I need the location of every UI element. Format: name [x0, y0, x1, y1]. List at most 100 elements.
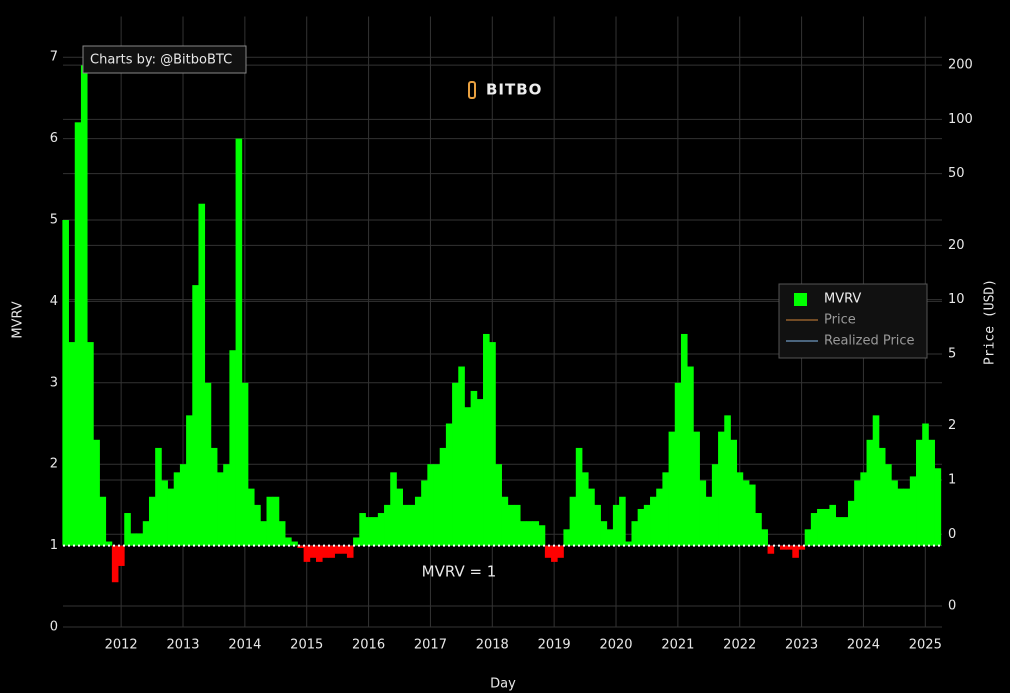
bar [798, 545, 806, 550]
bar [513, 504, 521, 546]
bar [909, 476, 917, 546]
y2-tick-label: 50 [948, 166, 965, 181]
bar [328, 545, 335, 558]
bar [724, 415, 731, 546]
bar [285, 537, 292, 546]
bar [62, 220, 69, 546]
bar [272, 496, 280, 546]
bar [650, 496, 657, 546]
bar [742, 480, 750, 546]
overlay: Charts by: @BitboBTC BITBO Day MVRV Pric… [11, 45, 998, 692]
bar [637, 508, 645, 546]
credit: Charts by: @BitboBTC [90, 53, 232, 68]
bar [414, 496, 422, 546]
bar [186, 415, 193, 546]
bar [390, 472, 397, 546]
bar [891, 480, 898, 546]
x-tick-label: 2023 [785, 638, 818, 653]
bar [829, 504, 837, 546]
x-tick-label: 2019 [538, 638, 571, 653]
bar [68, 342, 76, 546]
bar [74, 122, 82, 546]
bar [718, 431, 725, 546]
bar [575, 447, 583, 546]
logo-icon [468, 81, 476, 99]
bar [532, 521, 540, 546]
bar [903, 488, 911, 546]
bar [99, 496, 107, 546]
reference-label: MVRV = 1 [422, 563, 497, 581]
bar [817, 508, 824, 546]
bar [192, 285, 199, 546]
bar [625, 541, 632, 546]
y2-tick-label: 0 [948, 527, 956, 542]
bar [878, 447, 886, 546]
y2-tick-label: 2 [948, 418, 956, 433]
bar [749, 484, 756, 546]
bar [631, 521, 639, 546]
bar [402, 504, 410, 546]
y-tick-label: 2 [50, 457, 58, 472]
legend-label: MVRV [824, 292, 861, 307]
bar [297, 545, 305, 549]
bar [934, 468, 942, 546]
bar [563, 529, 571, 546]
x-tick-label: 2017 [414, 638, 447, 653]
bar [557, 545, 564, 558]
bar [847, 500, 855, 546]
x-tick-label: 2025 [909, 638, 942, 653]
legend-swatch [794, 293, 807, 306]
y2-tick-label: 100 [948, 112, 973, 127]
bar [445, 423, 453, 546]
bar [179, 464, 187, 546]
bar [130, 533, 138, 546]
bar [458, 366, 465, 546]
y-tick-label: 4 [50, 294, 58, 309]
bar [841, 517, 849, 546]
y2-tick-label: 0 [948, 599, 956, 614]
x-tick-label: 2012 [105, 638, 138, 653]
y2-tick-label: 5 [948, 346, 956, 361]
legend-label: Realized Price [824, 334, 915, 349]
bar [693, 431, 700, 546]
bar [767, 545, 775, 554]
x-tick-label: 2021 [661, 638, 694, 653]
bar [854, 480, 861, 546]
bar [241, 382, 249, 546]
bar [792, 545, 799, 558]
bar [860, 472, 867, 546]
bar [118, 545, 125, 566]
bar [668, 431, 676, 546]
bar [526, 521, 533, 546]
bar [922, 423, 929, 546]
bar [204, 382, 212, 546]
x-tick-label: 2022 [723, 638, 756, 653]
bar [606, 529, 614, 546]
bar [247, 488, 255, 546]
bar [105, 541, 113, 546]
y-axis-label: MVRV [11, 301, 26, 338]
bar [687, 366, 694, 546]
bar [254, 504, 261, 546]
y2-tick-label: 200 [948, 58, 973, 73]
bar [87, 342, 94, 546]
bar [674, 382, 682, 546]
bar [346, 545, 354, 558]
bar [520, 521, 527, 546]
bar [452, 382, 459, 546]
bar [173, 472, 181, 546]
bar [303, 545, 311, 562]
bar [569, 496, 577, 546]
y-tick-label: 3 [50, 375, 58, 390]
bar [334, 545, 342, 554]
bar [371, 517, 379, 546]
bar [730, 439, 738, 546]
bar [217, 472, 224, 546]
bar [396, 488, 403, 546]
bar [885, 464, 892, 546]
bar [278, 521, 286, 546]
y2-axis-label: Price (USD) [983, 279, 998, 365]
bar [223, 464, 230, 546]
bar [680, 333, 688, 546]
